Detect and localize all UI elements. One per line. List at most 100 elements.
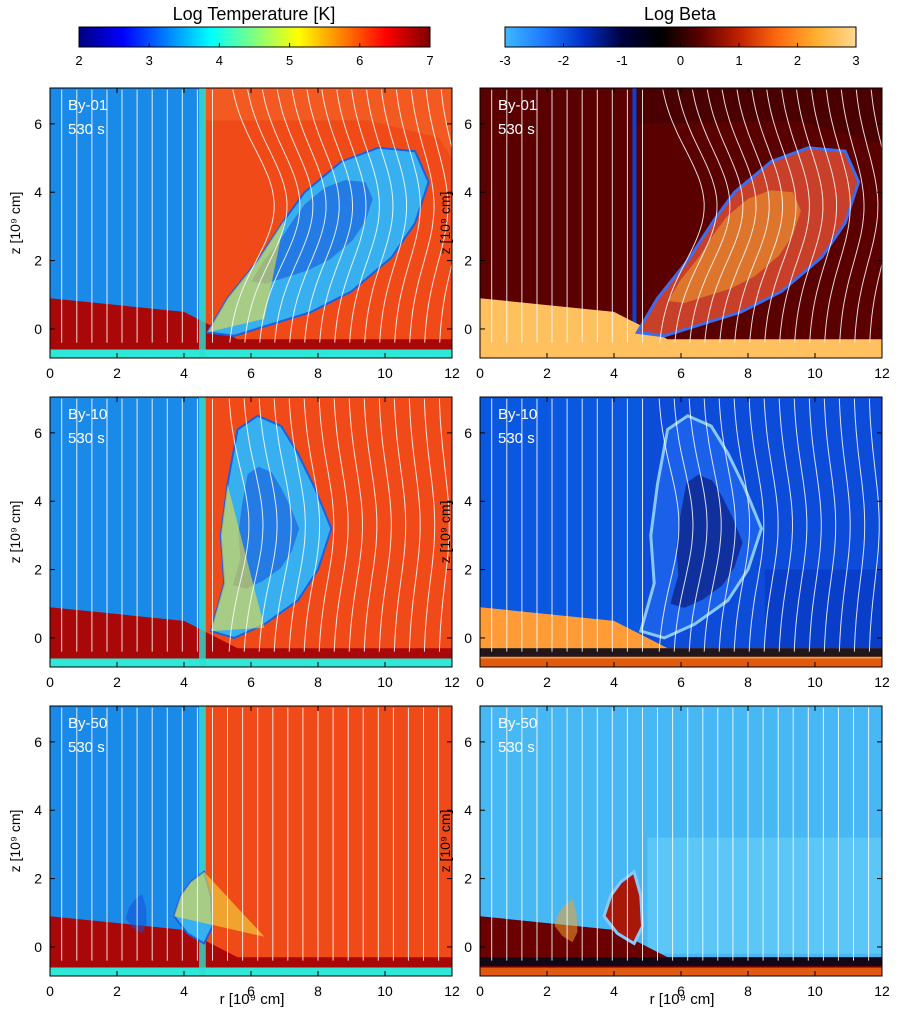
panel-time-label: 530 s <box>498 121 535 138</box>
x-tick-label: 12 <box>874 365 890 381</box>
y-tick-label: 0 <box>34 321 42 337</box>
y-tick-label: 4 <box>34 802 42 818</box>
y-axis-label: z [10⁹ cm] <box>7 501 23 564</box>
panel-by-01-temperature: 0 2 4 6 8 10 12 0 2 4 6 z [10⁹ cm] By-01 530 s <box>7 87 460 381</box>
colorbar-tick-label: 4 <box>216 53 223 68</box>
y-axis-label: z [10⁹ cm] <box>437 810 453 873</box>
x-tick-label: 12 <box>444 365 460 381</box>
y-tick-label: 0 <box>34 630 42 646</box>
x-axis-label-left: r [10⁹ cm] <box>220 991 285 1008</box>
y-tick-label: 6 <box>34 425 42 441</box>
x-tick-label: 12 <box>444 983 460 999</box>
colorbar-tick-label: 5 <box>286 53 293 68</box>
y-axis-label: z [10⁹ cm] <box>437 501 453 564</box>
x-tick-label: 10 <box>807 674 823 690</box>
y-tick-label: 0 <box>464 939 472 955</box>
panel-time-label: 530 s <box>498 430 535 447</box>
x-tick-label: 12 <box>874 674 890 690</box>
y-tick-label: 6 <box>464 116 472 132</box>
panel-run-label: By-10 <box>68 406 107 423</box>
colorbar-tick-label: 3 <box>146 53 153 68</box>
x-tick-label: 12 <box>444 674 460 690</box>
panel-run-label: By-01 <box>498 97 537 114</box>
field-lines <box>491 89 882 343</box>
y-axis-label: z [10⁹ cm] <box>7 810 23 873</box>
y-tick-label: 6 <box>34 116 42 132</box>
y-tick-label: 4 <box>34 493 42 509</box>
y-tick-label: 0 <box>464 321 472 337</box>
x-tick-label: 6 <box>247 983 255 999</box>
colorbar-temperature <box>78 26 431 48</box>
y-tick-label: 2 <box>34 562 42 578</box>
x-tick-label: 2 <box>113 983 121 999</box>
panel-by-10-temperature: 0 2 4 6 8 10 12 0 2 4 6 z [10⁹ cm] By-10 530 s <box>7 396 460 690</box>
panel-run-label: By-50 <box>498 715 537 732</box>
colorbar-tick-label: 1 <box>735 53 742 68</box>
panel-time-label: 530 s <box>498 739 535 756</box>
y-tick-label: 2 <box>464 253 472 269</box>
x-axis-label-right: r [10⁹ cm] <box>650 991 715 1008</box>
x-tick-label: 4 <box>180 983 188 999</box>
y-tick-label: 6 <box>34 734 42 750</box>
panel-time-label: 530 s <box>68 430 105 447</box>
x-tick-label: 2 <box>543 983 551 999</box>
y-tick-label: 6 <box>464 425 472 441</box>
x-tick-label: 2 <box>113 365 121 381</box>
x-tick-label: 0 <box>46 983 54 999</box>
y-tick-label: 4 <box>34 184 42 200</box>
y-axis-label: z [10⁹ cm] <box>437 192 453 255</box>
x-tick-label: 2 <box>543 674 551 690</box>
colorbar-tick-label: 7 <box>426 53 433 68</box>
colorbar-tick-label: -1 <box>616 53 628 68</box>
y-tick-label: 6 <box>464 734 472 750</box>
x-tick-label: 4 <box>180 365 188 381</box>
y-tick-label: 4 <box>464 493 472 509</box>
x-tick-label: 8 <box>314 365 322 381</box>
x-tick-label: 8 <box>744 674 752 690</box>
field-lines <box>491 398 880 652</box>
x-tick-label: 6 <box>677 983 685 999</box>
x-tick-label: 6 <box>247 674 255 690</box>
x-tick-label: 4 <box>610 365 618 381</box>
colorbar-tick-label: -3 <box>499 53 511 68</box>
y-tick-label: 4 <box>464 184 472 200</box>
x-tick-label: 2 <box>113 674 121 690</box>
x-tick-label: 0 <box>476 365 484 381</box>
colorbar-tick-label: 2 <box>75 53 82 68</box>
panel-by-01-beta: 0 2 4 6 8 10 12 0 2 4 6 z [10⁹ cm] By-01 530 s <box>437 87 890 381</box>
x-tick-label: 6 <box>677 674 685 690</box>
colorbar-tick-label: 0 <box>677 53 684 68</box>
y-tick-label: 0 <box>464 630 472 646</box>
x-tick-label: 10 <box>377 674 393 690</box>
x-tick-label: 8 <box>744 983 752 999</box>
x-tick-label: 10 <box>807 983 823 999</box>
panel-run-label: By-10 <box>498 406 537 423</box>
y-tick-label: 2 <box>34 871 42 887</box>
x-tick-label: 6 <box>247 365 255 381</box>
colorbar-temperature-ticks: 2 3 4 5 6 7 <box>75 43 434 68</box>
x-tick-label: 8 <box>744 365 752 381</box>
colorbar-beta-title: Log Beta <box>644 4 717 24</box>
x-tick-label: 0 <box>476 983 484 999</box>
colorbar-tick-label: 2 <box>794 53 801 68</box>
colorbar-tick-label: -2 <box>558 53 570 68</box>
field-lines <box>491 707 870 961</box>
x-tick-label: 4 <box>180 674 188 690</box>
x-tick-label: 2 <box>543 365 551 381</box>
x-tick-label: 10 <box>377 365 393 381</box>
x-tick-label: 0 <box>46 674 54 690</box>
panel-run-label: By-01 <box>68 97 107 114</box>
y-tick-label: 2 <box>34 253 42 269</box>
panel-time-label: 530 s <box>68 739 105 756</box>
panel-by-50-beta: 0 2 4 6 8 10 12 0 2 4 6 z [10⁹ cm] By-50 530 s <box>437 705 890 999</box>
y-tick-label: 0 <box>34 939 42 955</box>
x-tick-label: 8 <box>314 983 322 999</box>
x-tick-label: 4 <box>610 674 618 690</box>
colorbar-tick-label: 3 <box>852 53 859 68</box>
panel-run-label: By-50 <box>68 715 107 732</box>
field-lines <box>61 89 452 343</box>
y-tick-label: 4 <box>464 802 472 818</box>
field-lines <box>61 398 450 652</box>
panel-by-50-temperature: 0 2 4 6 8 10 12 0 2 4 6 z [10⁹ cm] By-50 530 s <box>7 705 460 999</box>
